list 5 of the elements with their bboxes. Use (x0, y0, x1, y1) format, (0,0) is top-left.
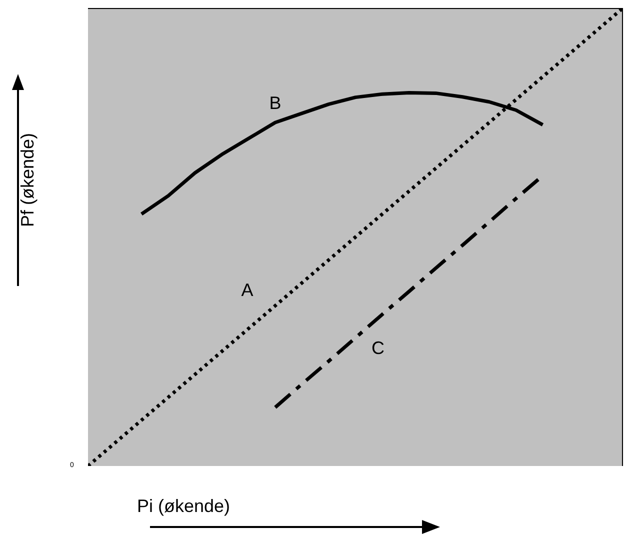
y-axis-title: Pf (økende) (18, 132, 38, 228)
series-label: A (241, 280, 254, 301)
series-label: B (269, 92, 282, 114)
x-axis-title: Pi (økende) (137, 496, 230, 517)
series-label: C (372, 338, 384, 359)
